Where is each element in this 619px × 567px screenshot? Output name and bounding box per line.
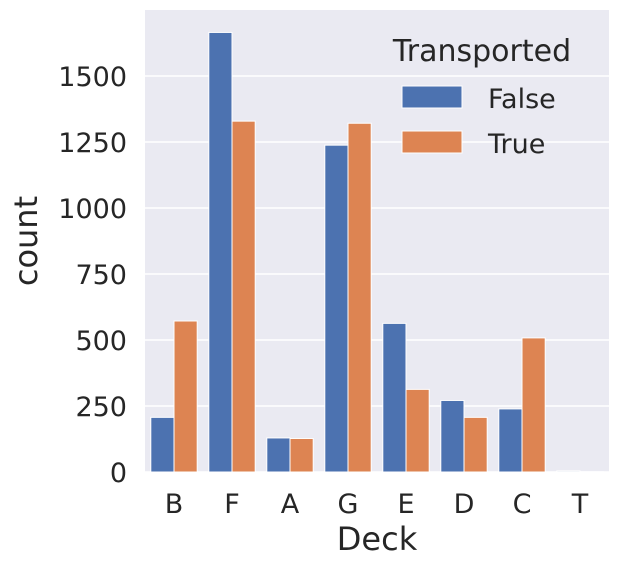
- legend-swatch: [401, 130, 463, 154]
- y-tick-label: 1250: [58, 128, 127, 159]
- bar-true-B: [173, 320, 198, 473]
- bar-false-E: [382, 322, 407, 473]
- bar-false-B: [150, 416, 175, 473]
- x-tick-label: T: [571, 489, 589, 520]
- y-tick-label: 0: [110, 458, 127, 489]
- y-tick-label: 1500: [58, 62, 127, 93]
- bar-false-C: [498, 408, 523, 473]
- bar-false-G: [324, 144, 349, 473]
- y-tick-label: 500: [75, 326, 127, 357]
- bar-true-E: [405, 388, 430, 473]
- legend-title: Transported: [392, 34, 571, 69]
- bar-true-A: [289, 437, 314, 473]
- bar-true-D: [463, 416, 488, 473]
- y-axis-label: count: [7, 196, 45, 286]
- bar-false-F: [208, 31, 233, 473]
- bar-false-A: [266, 437, 291, 473]
- bar-true-C: [521, 337, 546, 473]
- legend-swatch: [401, 85, 463, 109]
- bar-true-F: [231, 120, 256, 473]
- x-tick-label: A: [281, 489, 300, 520]
- legend: Transported False True: [392, 34, 571, 160]
- x-tick-label: E: [397, 489, 414, 520]
- bar-true-G: [347, 122, 372, 473]
- bar-false-D: [440, 399, 465, 473]
- legend-label: False: [488, 84, 556, 115]
- y-tick-label: 750: [75, 260, 127, 291]
- bars: [150, 31, 604, 473]
- y-tick-label: 1000: [58, 194, 127, 225]
- y-tick-labels: 0 250 500 750 1000 1250 1500: [58, 62, 127, 489]
- x-tick-label: C: [513, 489, 532, 520]
- x-tick-label: B: [165, 489, 184, 520]
- x-axis-label: Deck: [337, 520, 418, 558]
- bar-false-T: [556, 470, 581, 473]
- legend-label: True: [487, 129, 545, 160]
- x-tick-label: F: [224, 489, 240, 520]
- y-tick-label: 250: [75, 392, 127, 423]
- x-tick-label: D: [454, 489, 475, 520]
- x-tick-label: G: [338, 489, 359, 520]
